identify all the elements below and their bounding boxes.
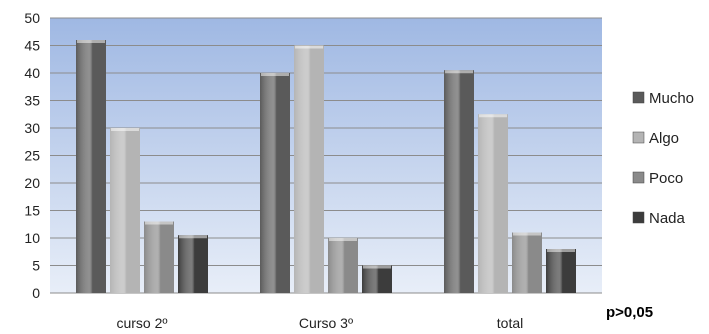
legend-label: Poco [649,170,683,187]
bar-top-highlight [513,232,541,236]
bar-shading [478,114,508,293]
x-category-label: curso 2º [116,315,167,331]
bar-shading [546,249,576,293]
bar-top-highlight [77,40,105,43]
bar-top-highlight [295,45,323,49]
bar-top-highlight [479,114,507,118]
bar-shading [362,265,392,293]
bar-shading [76,40,106,293]
bar-shading [328,238,358,293]
y-tick-label: 10 [24,230,40,246]
bars [76,40,576,293]
bar-top-highlight [179,235,207,239]
legend-swatch [632,131,645,144]
bar-top-highlight [547,249,575,252]
y-tick-label: 30 [24,120,40,136]
legend-swatch [632,91,645,104]
y-tick-label: 5 [32,258,40,274]
y-tick-label: 25 [24,148,40,164]
bar-top-highlight [145,221,173,225]
bar-top-highlight [111,128,139,131]
bar-shading [178,235,208,293]
legend-label: Mucho [649,90,694,107]
y-tick-label: 20 [24,175,40,191]
bar-top-highlight [445,70,473,74]
x-category-label: total [497,315,523,331]
bar-top-highlight [363,265,391,269]
y-axis-tick-labels: 0 5 10 15 20 25 30 35 40 45 50 [24,10,40,301]
legend-swatch [632,171,645,184]
legend-label: Algo [649,130,679,147]
bar-shading [444,70,474,293]
bar-shading [110,128,140,293]
legend: Mucho Algo Poco Nada [632,90,694,227]
bar-shading [294,45,324,293]
y-tick-label: 45 [24,38,40,54]
y-tick-label: 0 [32,285,40,301]
bar-shading [512,232,542,293]
y-tick-label: 40 [24,65,40,81]
y-tick-label: 15 [24,203,40,219]
gridlines [50,17,602,294]
p-value-annotation: p>0,05 [606,304,653,321]
legend-label: Nada [649,210,686,227]
bar-shading [144,221,174,293]
x-category-label: Curso 3º [299,315,353,331]
bar-top-highlight [261,73,289,76]
y-tick-label: 35 [24,93,40,109]
y-tick-label: 50 [24,10,40,26]
bar-shading [260,73,290,293]
x-axis-category-labels: curso 2º Curso 3º total [116,315,523,331]
legend-swatch [632,211,645,224]
bar-top-highlight [329,238,357,241]
